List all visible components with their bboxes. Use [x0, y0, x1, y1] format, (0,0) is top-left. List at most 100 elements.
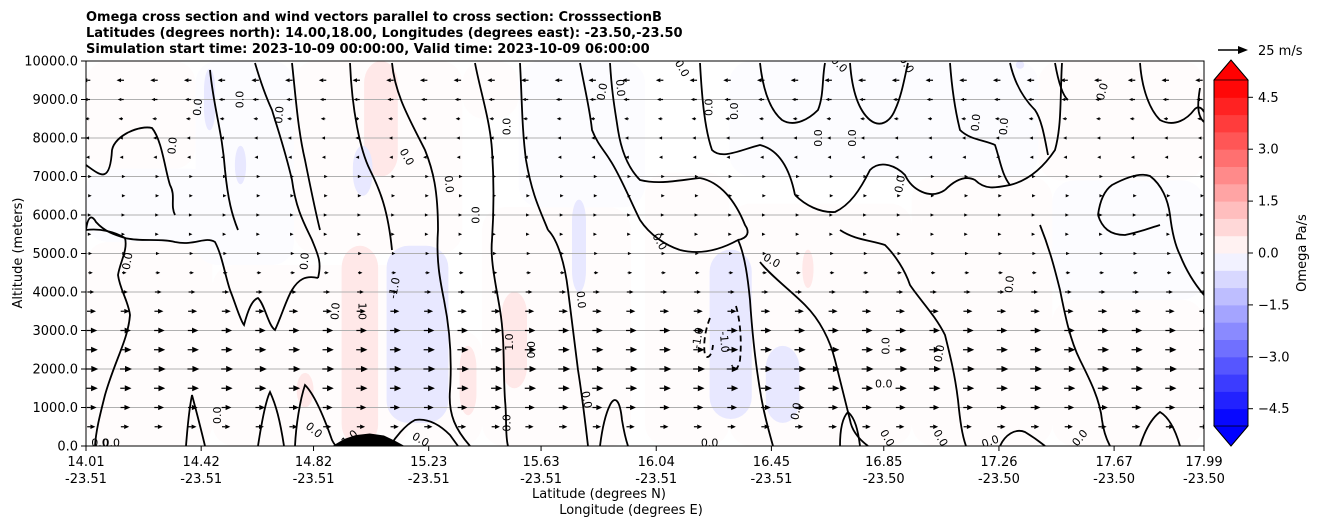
wind-vector [694, 174, 699, 179]
wind-vector [1001, 365, 1009, 373]
colorbar-segment [1214, 304, 1248, 323]
wind-vector [933, 385, 941, 392]
zero-contour-line [699, 62, 796, 196]
wind-vector [360, 404, 367, 411]
wind-vector [352, 78, 357, 83]
colorbar-segment [1214, 391, 1248, 410]
wind-vector [423, 155, 427, 159]
zero-contour-line [294, 383, 337, 446]
wind-vector [554, 78, 560, 83]
wind-vector [933, 346, 941, 353]
wind-vector [155, 174, 160, 179]
wind-vector [762, 194, 766, 198]
positive-omega-region [341, 245, 379, 446]
wind-vector [629, 290, 634, 294]
wind-vector [1034, 327, 1042, 334]
wind-vector [422, 136, 427, 140]
wind-vector [761, 213, 766, 217]
zero-contour-line [949, 62, 1011, 186]
wind-vector [487, 78, 492, 83]
wind-vector [932, 271, 936, 275]
wind-vector [998, 174, 1002, 179]
wind-vector [624, 117, 628, 121]
wind-vector [258, 290, 263, 294]
wind-vector [930, 213, 935, 217]
wind-vector [394, 327, 401, 334]
wind-vector [623, 97, 627, 102]
wind-vector [832, 327, 839, 334]
wind-vector [798, 290, 803, 294]
wind-vector [559, 213, 564, 217]
wind-vector [528, 290, 533, 294]
wind-vector [664, 346, 671, 353]
wind-vector [660, 232, 665, 236]
wind-vector [290, 194, 294, 198]
wind-vector [223, 194, 227, 198]
wind-vector [326, 290, 331, 294]
wind-vector [326, 308, 332, 314]
wind-vector [118, 117, 123, 121]
wind-vector [292, 308, 299, 314]
zero-contour-line [609, 62, 701, 183]
x-tick-label-longitude: -23.51 [180, 472, 222, 487]
wind-vector [360, 424, 366, 429]
wind-vector [896, 213, 901, 217]
wind-vector [1135, 404, 1142, 411]
wind-vector [1164, 155, 1169, 159]
wind-vector [425, 194, 429, 198]
colorbar-segment [1214, 374, 1248, 392]
wind-vector [287, 136, 292, 140]
wind-vector [86, 136, 90, 140]
positive-omega-region [462, 61, 519, 119]
wind-vector [1034, 404, 1041, 411]
wind-vector [826, 117, 830, 121]
wind-vector [155, 232, 159, 236]
wind-vector [528, 424, 534, 429]
wind-vector [832, 424, 837, 429]
wind-vector [155, 194, 160, 198]
wind-vector [928, 136, 932, 140]
x-axis: 14.01 -23.51 14.42 -23.51 14.82 -23.51 15.23 -2… [65, 446, 1225, 487]
wind-vector [256, 174, 261, 179]
wind-vector [185, 97, 189, 102]
colorbar-segment [1214, 80, 1248, 98]
wind-vector [563, 365, 571, 373]
wind-vector [1161, 78, 1166, 83]
wind-vector [1067, 290, 1072, 294]
wind-vector [521, 78, 526, 83]
wind-vector [492, 174, 497, 179]
wind-vector [526, 232, 530, 236]
wind-vector [898, 271, 902, 275]
wind-vector [997, 232, 1002, 236]
zero-contour-line [254, 62, 321, 279]
wind-vector [630, 365, 638, 373]
wind-vector [627, 174, 632, 179]
wind-vector [729, 271, 734, 275]
wind-vector [1001, 346, 1008, 353]
wind-vector [121, 213, 126, 217]
wind-vector [658, 136, 663, 140]
wind-vector [657, 117, 662, 121]
wind-vector [494, 290, 499, 294]
wind-vector [1029, 136, 1033, 140]
wind-vector [593, 194, 598, 198]
wind-vector [829, 174, 834, 179]
wind-vector [87, 232, 92, 236]
wind-vector [320, 117, 325, 121]
wind-vector [324, 194, 328, 198]
wind-vector [1034, 346, 1042, 353]
wind-vector [791, 97, 796, 102]
contour-label: 0.0 [272, 106, 286, 125]
zero-contour-lines [86, 62, 1204, 446]
wind-vector [488, 97, 493, 102]
wind-vector [292, 290, 297, 294]
wind-vector [327, 346, 334, 353]
wind-vector [860, 136, 865, 140]
zero-contour-line [944, 62, 1063, 191]
wind-vector [897, 251, 902, 256]
wind-vector [663, 290, 668, 294]
wind-vector [1198, 155, 1202, 159]
wind-vector [428, 385, 435, 392]
wind-vector [1063, 155, 1067, 159]
wind-vector [424, 213, 429, 217]
